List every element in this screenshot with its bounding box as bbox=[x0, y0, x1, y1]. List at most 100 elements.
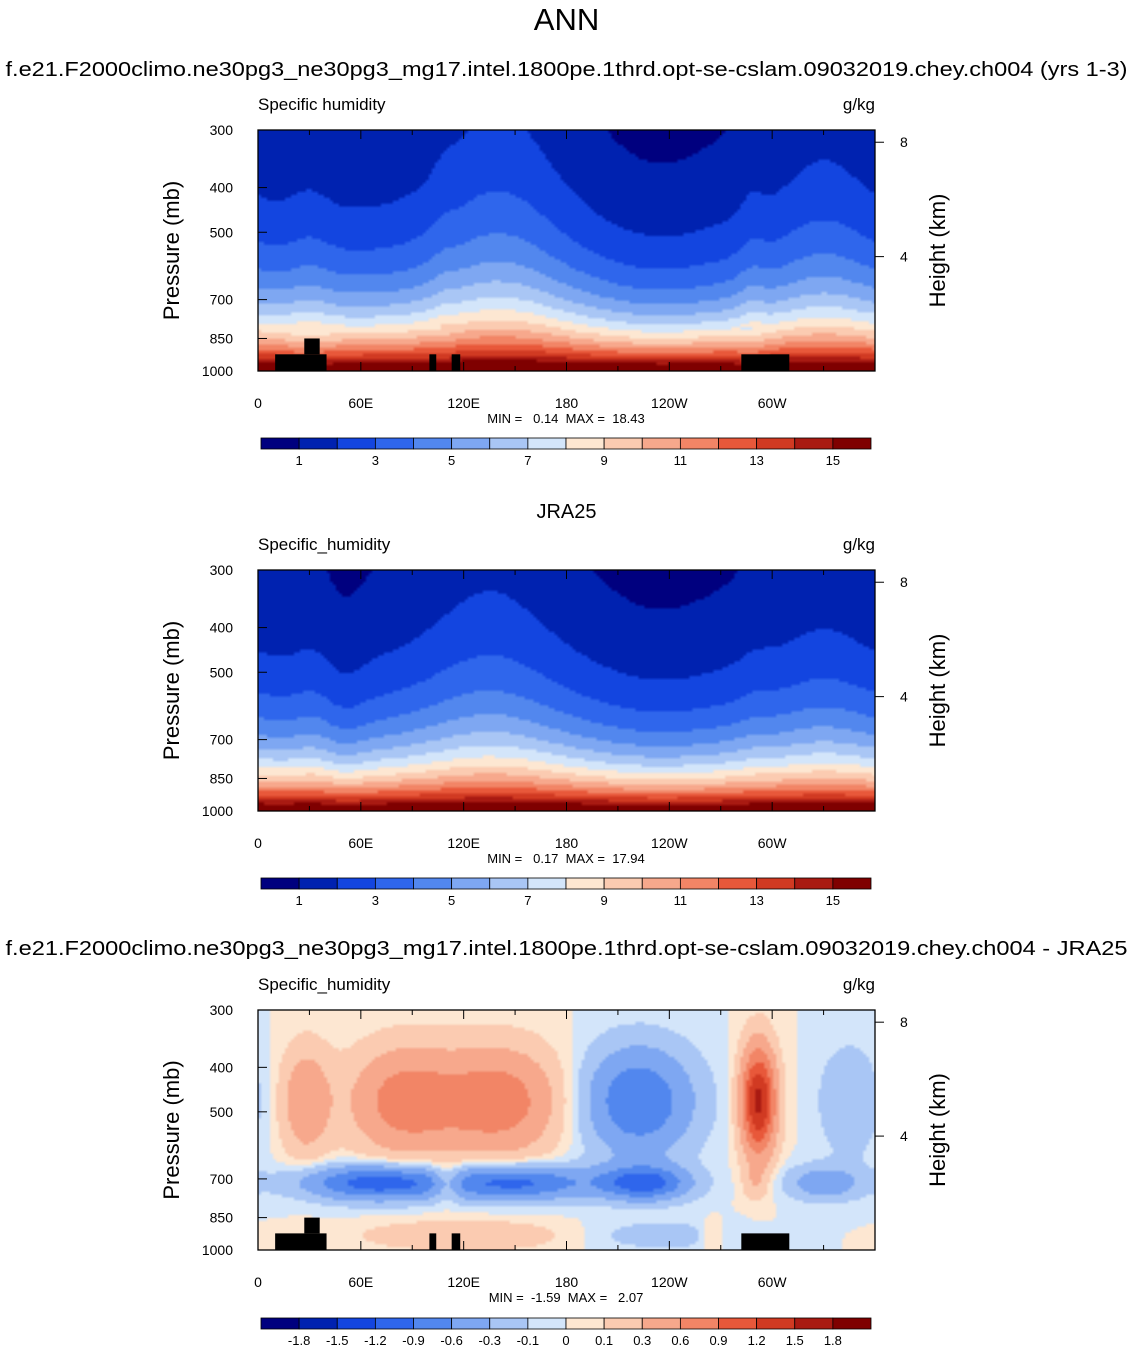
y-tick-label: 700 bbox=[210, 732, 234, 748]
colorbar-swatch bbox=[489, 1317, 529, 1330]
colorbar-swatch bbox=[565, 437, 605, 450]
height-tick-label: 8 bbox=[900, 574, 908, 590]
contour-field bbox=[258, 570, 875, 811]
units-label: g/kg bbox=[843, 95, 875, 114]
model-case-title: f.e21.F2000climo.ne30pg3_ne30pg3_mg17.in… bbox=[6, 59, 1128, 81]
min-max-stats: MIN = 0.14 MAX = 18.43 bbox=[487, 411, 645, 426]
colorbar-label: 5 bbox=[448, 893, 455, 908]
colorbar-label: 13 bbox=[749, 893, 763, 908]
variable-label: Specific_humidity bbox=[258, 975, 391, 994]
colorbar-swatch bbox=[451, 437, 491, 450]
y-tick-label: 500 bbox=[210, 664, 234, 680]
y-tick-label: 1000 bbox=[202, 803, 233, 819]
colorbar-swatch bbox=[794, 877, 834, 890]
colorbar-swatch bbox=[603, 437, 643, 450]
colorbar-swatch bbox=[413, 1317, 453, 1330]
colorbar-swatch bbox=[260, 437, 300, 450]
colorbar-label: 1.5 bbox=[786, 1333, 804, 1348]
x-tick-label: 120E bbox=[447, 395, 480, 411]
colorbar-swatch bbox=[718, 437, 758, 450]
variable-label: Specific humidity bbox=[258, 95, 386, 114]
jra25-specific-humidity-panel: 0 60E 120E 180 120W 60W 300 400 500 700 850 1000 8 4 P… bbox=[159, 535, 950, 908]
colorbar-swatch bbox=[832, 1317, 872, 1330]
colorbar-label: 9 bbox=[601, 893, 608, 908]
terrain-mask bbox=[451, 354, 461, 371]
colorbar-label: 15 bbox=[826, 893, 840, 908]
colorbar-swatch bbox=[336, 877, 376, 890]
colorbar-swatch bbox=[489, 437, 529, 450]
x-tick-label: 120E bbox=[447, 1274, 480, 1290]
terrain-mask bbox=[275, 1233, 327, 1250]
colorbar-swatch bbox=[679, 877, 719, 890]
right-axis-label: Height (km) bbox=[925, 194, 950, 308]
right-axis-label: Height (km) bbox=[925, 634, 950, 748]
x-tick-label: 60W bbox=[758, 835, 788, 851]
y-tick-label: 300 bbox=[210, 1002, 234, 1018]
colorbar-swatch bbox=[794, 1317, 834, 1330]
colorbar-label: -1.8 bbox=[288, 1333, 310, 1348]
x-tick-label: 0 bbox=[254, 1274, 262, 1290]
colorbar-swatch bbox=[489, 877, 529, 890]
colorbar-swatch bbox=[298, 1317, 338, 1330]
colorbar-swatch bbox=[336, 1317, 376, 1330]
colorbar-swatch bbox=[832, 437, 872, 450]
y-axis-label: Pressure (mb) bbox=[159, 621, 184, 760]
colorbar-swatch bbox=[832, 877, 872, 890]
contour-field bbox=[258, 1010, 875, 1250]
colorbar-swatch bbox=[260, 1317, 300, 1330]
colorbar-label: 11 bbox=[674, 893, 688, 908]
model-specific-humidity-panel: 0 60E 120E 180 120W 60W 300 400 500 700 850 1000 8 4 P… bbox=[159, 95, 950, 468]
colorbar-label: 5 bbox=[448, 453, 455, 468]
colorbar-swatch bbox=[260, 877, 300, 890]
x-tick-label: 60W bbox=[758, 1274, 788, 1290]
y-axis-label: Pressure (mb) bbox=[159, 181, 184, 320]
colorbar-swatch bbox=[756, 1317, 796, 1330]
height-tick-label: 4 bbox=[900, 1128, 908, 1144]
colorbar-label: -0.9 bbox=[402, 1333, 424, 1348]
right-axis-label: Height (km) bbox=[925, 1073, 950, 1187]
colorbar-label: -0.1 bbox=[517, 1333, 539, 1348]
colorbar-swatch bbox=[413, 877, 453, 890]
x-tick-label: 120W bbox=[651, 1274, 688, 1290]
colorbar-swatch bbox=[374, 1317, 414, 1330]
x-tick-label: 120W bbox=[651, 835, 688, 851]
colorbar-swatch bbox=[565, 1317, 605, 1330]
colorbar-label: 11 bbox=[674, 453, 688, 468]
y-tick-label: 700 bbox=[210, 292, 234, 308]
colorbar-label: -0.6 bbox=[440, 1333, 462, 1348]
colorbar-label: 1.2 bbox=[748, 1333, 766, 1348]
terrain-mask bbox=[304, 338, 320, 355]
colorbar-swatch bbox=[298, 437, 338, 450]
terrain-mask bbox=[741, 354, 790, 371]
units-label: g/kg bbox=[843, 535, 875, 554]
colorbar-swatch bbox=[718, 1317, 758, 1330]
y-tick-label: 700 bbox=[210, 1171, 234, 1187]
difference-specific-humidity-panel: 0 60E 120E 180 120W 60W 300 400 500 700 850 1000 8 4 P… bbox=[159, 975, 950, 1348]
colorbar-label: 1 bbox=[296, 893, 303, 908]
x-tick-label: 180 bbox=[555, 395, 579, 411]
colorbar-swatch bbox=[451, 877, 491, 890]
colorbar-label: 0.9 bbox=[709, 1333, 727, 1348]
colorbar-label: -0.3 bbox=[479, 1333, 501, 1348]
y-tick-label: 500 bbox=[210, 1104, 234, 1120]
colorbar-swatch bbox=[679, 1317, 719, 1330]
colorbar-swatch bbox=[451, 1317, 491, 1330]
diff-case-title: f.e21.F2000climo.ne30pg3_ne30pg3_mg17.in… bbox=[6, 938, 1128, 960]
y-tick-label: 1000 bbox=[202, 1242, 233, 1258]
colorbar-label: 15 bbox=[826, 453, 840, 468]
colorbar-label: 1 bbox=[296, 453, 303, 468]
height-tick-label: 8 bbox=[900, 1014, 908, 1030]
x-tick-label: 60E bbox=[348, 1274, 373, 1290]
colorbar-label: 7 bbox=[524, 453, 531, 468]
x-tick-label: 120E bbox=[447, 835, 480, 851]
x-tick-label: 60E bbox=[348, 395, 373, 411]
height-tick-label: 4 bbox=[900, 249, 908, 265]
colorbar-label: 0.3 bbox=[633, 1333, 651, 1348]
y-tick-label: 400 bbox=[210, 1059, 234, 1075]
colorbar-swatch bbox=[718, 877, 758, 890]
figure-title: ANN bbox=[534, 2, 599, 37]
x-tick-label: 180 bbox=[555, 1274, 579, 1290]
colorbar-label: -1.5 bbox=[326, 1333, 348, 1348]
x-tick-label: 0 bbox=[254, 395, 262, 411]
